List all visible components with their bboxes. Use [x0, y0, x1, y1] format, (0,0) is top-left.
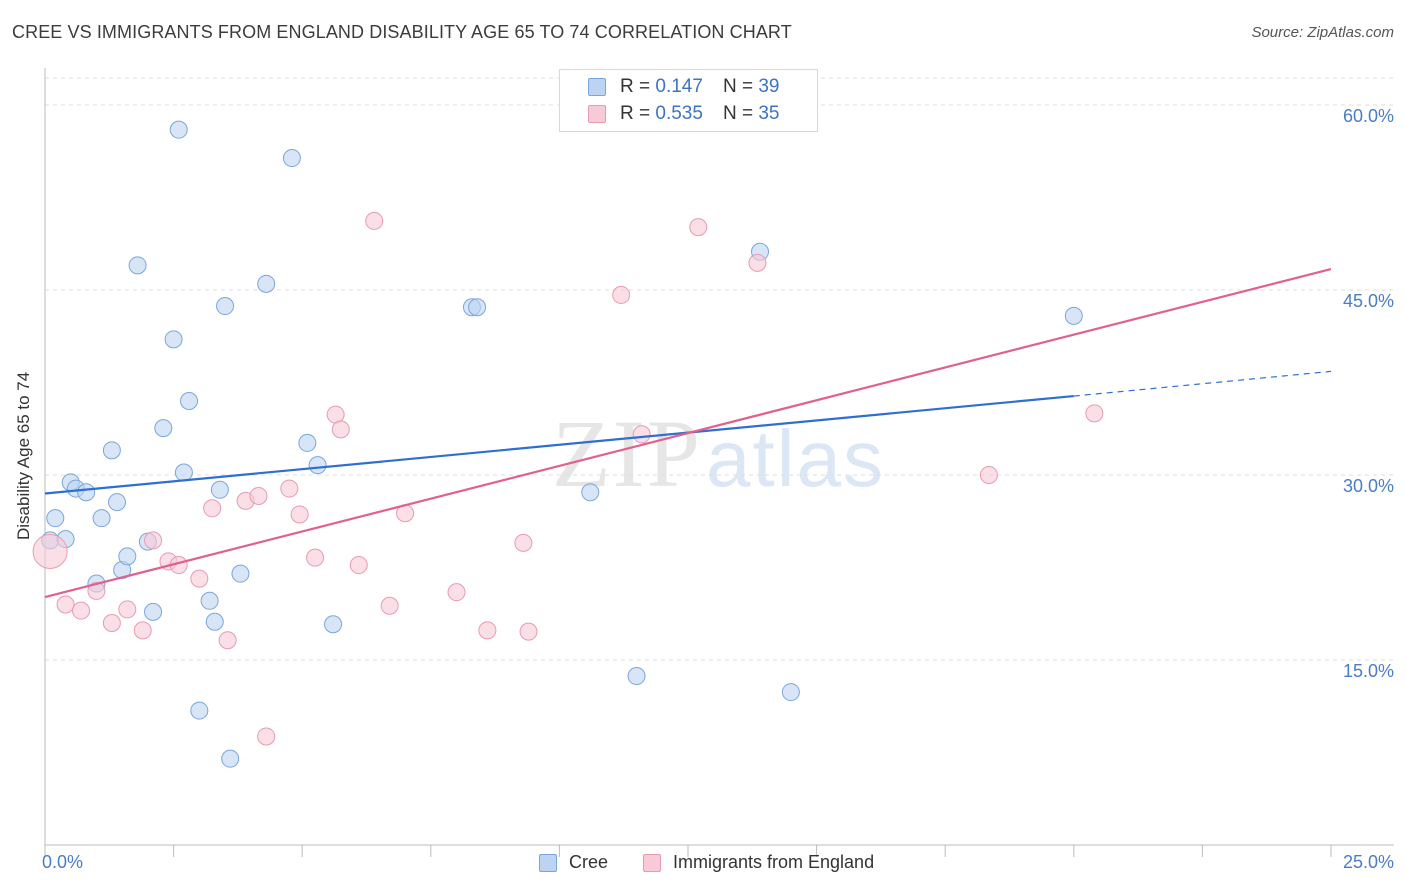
england-point [349, 556, 368, 575]
cree-point [298, 433, 317, 452]
cree-point [231, 564, 250, 583]
england-point [72, 601, 91, 620]
cree-point [46, 509, 65, 528]
cree-point [174, 463, 193, 482]
correlation-row-england: R = 0.535 N = 35 [588, 103, 779, 125]
legend-label-cree: Cree [569, 852, 609, 872]
england-trend-line [44, 267, 1332, 599]
legend-item-england[interactable]: Immigrants from England [643, 852, 874, 873]
y-tick-label: 30.0% [1342, 476, 1394, 496]
correlation-row-cree: R = 0.147 N = 39 [588, 76, 779, 98]
england-point [218, 631, 237, 650]
cree-point [205, 612, 224, 631]
cree-point [92, 509, 111, 528]
england-point [519, 622, 538, 641]
england-swatch [588, 105, 606, 123]
england-point [102, 614, 121, 632]
england-point [133, 621, 152, 640]
england-point [380, 596, 399, 615]
cree-point [144, 602, 163, 621]
cree-point [108, 493, 127, 512]
england-point [979, 466, 998, 484]
england-point [331, 420, 350, 439]
n-value-england: 35 [758, 103, 780, 124]
england-point [290, 505, 309, 524]
england-point [365, 211, 384, 230]
cree-point [77, 483, 96, 502]
england-point [118, 600, 137, 619]
england-point [56, 595, 75, 614]
cree-point [627, 667, 646, 686]
england-point [306, 548, 325, 567]
cree-trend-extension [1073, 370, 1332, 397]
england-point [632, 425, 651, 444]
cree-point [180, 392, 199, 410]
chart-title: CREE VS IMMIGRANTS FROM ENGLAND DISABILI… [12, 22, 792, 42]
cree-point [282, 149, 301, 168]
cree-point [154, 419, 173, 438]
cree-point [257, 274, 276, 293]
cree-swatch [588, 78, 606, 96]
england-point [249, 486, 268, 505]
watermark-zip: ZIP [552, 400, 702, 507]
y-tick-label: 15.0% [1342, 661, 1394, 681]
england-point [748, 253, 767, 272]
legend-item-cree[interactable]: Cree [539, 852, 608, 873]
legend-label-england: Immigrants from England [673, 852, 875, 872]
cree-point [308, 456, 327, 475]
n-value-cree: 39 [758, 76, 780, 97]
cree-point [164, 330, 183, 349]
cree-point [324, 615, 343, 634]
r-label: R = [620, 103, 651, 124]
cree-point [102, 441, 121, 460]
england-point [478, 621, 497, 640]
cree-point [200, 591, 219, 610]
england-point [32, 533, 68, 569]
england-legend-swatch [643, 853, 661, 872]
y-tick-label: 45.0% [1342, 291, 1394, 311]
england-point [514, 533, 533, 552]
england-point [447, 583, 466, 602]
cree-trend-line [44, 394, 1074, 495]
cree-point [581, 483, 600, 502]
cree-point [1064, 306, 1083, 325]
x-tick-label-min: 0.0% [42, 852, 84, 872]
correlation-legend: R = 0.147 N = 39 R = 0.535 N = 35 [559, 69, 818, 132]
y-tick-label: 60.0% [1342, 106, 1394, 126]
n-label: N = [722, 103, 754, 124]
n-label: N = [722, 76, 754, 97]
cree-point [210, 480, 229, 499]
england-point [203, 499, 222, 518]
england-point [612, 285, 631, 304]
england-point [689, 218, 708, 237]
england-point [87, 581, 106, 600]
england-point [190, 569, 209, 588]
r-value-england: 0.535 [655, 103, 703, 124]
y-axis-label: Disability Age 65 to 74 [14, 371, 33, 540]
cree-point [216, 297, 235, 316]
cree-point [169, 120, 188, 139]
england-point [257, 727, 276, 746]
r-label: R = [620, 76, 651, 97]
cree-point [781, 683, 800, 702]
cree-point [128, 256, 147, 275]
cree-point [221, 749, 240, 768]
england-point [280, 479, 299, 498]
england-point [144, 531, 163, 550]
cree-point [118, 547, 137, 566]
cree-point [468, 298, 487, 317]
cree-legend-swatch [539, 853, 557, 872]
cree-point [190, 701, 209, 720]
source-credit: Source: ZipAtlas.com [1251, 24, 1394, 41]
x-tick-label-max: 25.0% [1342, 852, 1394, 872]
r-value-cree: 0.147 [655, 76, 703, 97]
england-point [1085, 404, 1104, 423]
